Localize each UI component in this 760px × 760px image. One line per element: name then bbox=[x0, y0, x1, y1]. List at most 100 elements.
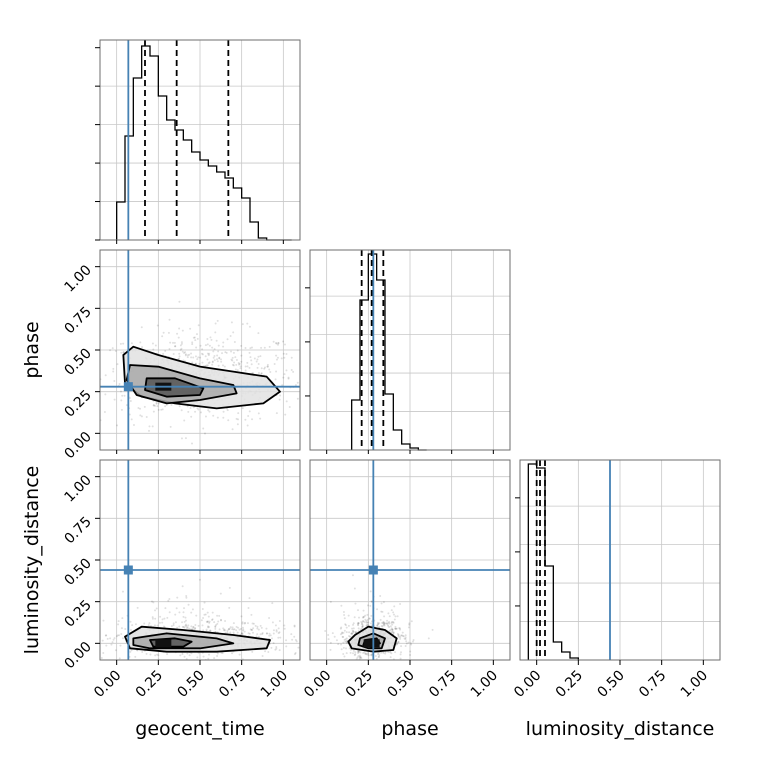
scatter-point bbox=[194, 627, 197, 630]
scatter-point bbox=[120, 661, 122, 663]
scatter-point bbox=[408, 623, 411, 626]
scatter-point bbox=[139, 414, 142, 417]
scatter-point bbox=[389, 625, 392, 628]
scatter-point bbox=[410, 620, 413, 623]
scatter-point bbox=[212, 350, 215, 353]
scatter-point bbox=[216, 358, 219, 361]
gridlines bbox=[100, 40, 720, 660]
scatter-point bbox=[380, 625, 383, 628]
scatter-point bbox=[211, 618, 214, 621]
scatter-point bbox=[260, 367, 263, 370]
scatter-point bbox=[387, 622, 390, 625]
scatter-point bbox=[150, 600, 153, 603]
scatter-point bbox=[285, 352, 288, 355]
scatter-point bbox=[354, 602, 357, 605]
scatter-point bbox=[183, 655, 186, 658]
scatter-point bbox=[382, 621, 385, 624]
scatter-point bbox=[145, 652, 148, 655]
data-layer bbox=[96, 40, 611, 672]
scatter-point bbox=[278, 398, 281, 401]
scatter-point bbox=[354, 670, 356, 672]
scatter-point bbox=[196, 337, 199, 340]
scatter-point bbox=[363, 615, 366, 618]
scatter-point bbox=[102, 619, 105, 622]
scatter-point bbox=[192, 626, 195, 629]
scatter-point bbox=[405, 642, 408, 645]
scatter-point bbox=[347, 624, 350, 627]
scatter-point bbox=[268, 632, 271, 635]
scatter-point bbox=[379, 618, 382, 621]
scatter-point bbox=[121, 637, 124, 640]
scatter-point bbox=[356, 656, 359, 659]
scatter-point bbox=[134, 623, 137, 626]
scatter-point bbox=[220, 618, 223, 621]
scatter-point bbox=[203, 601, 206, 604]
scatter-point bbox=[137, 406, 140, 409]
scatter-point bbox=[370, 614, 373, 617]
scatter-point bbox=[110, 643, 113, 646]
scatter-point bbox=[352, 630, 355, 633]
scatter-point bbox=[389, 651, 392, 654]
scatter-point bbox=[217, 350, 220, 353]
scatter-point bbox=[275, 629, 278, 632]
scatter-point bbox=[196, 656, 199, 659]
scatter-point bbox=[342, 652, 345, 655]
x-tick-label: 0.50 bbox=[384, 668, 417, 701]
scatter-point bbox=[201, 361, 204, 364]
scatter-point bbox=[218, 614, 221, 617]
scatter-point bbox=[236, 631, 239, 634]
contour-panel-geocent-time-vs-luminosity-distance bbox=[96, 460, 300, 664]
scatter-point bbox=[275, 358, 278, 361]
scatter-point bbox=[228, 606, 231, 609]
scatter-point bbox=[185, 595, 188, 598]
scatter-point bbox=[293, 653, 296, 656]
scatter-point bbox=[296, 397, 299, 400]
scatter-point bbox=[341, 631, 344, 634]
scatter-point bbox=[194, 410, 197, 413]
scatter-point bbox=[233, 628, 236, 631]
scatter-point bbox=[114, 649, 117, 652]
scatter-point bbox=[358, 656, 361, 659]
scatter-point bbox=[260, 372, 263, 375]
scatter-point bbox=[244, 369, 247, 372]
scatter-point bbox=[390, 630, 393, 633]
scatter-point bbox=[255, 635, 258, 638]
scatter-point bbox=[351, 627, 354, 630]
scatter-point bbox=[218, 357, 221, 360]
scatter-point bbox=[240, 354, 243, 357]
scatter-point bbox=[197, 356, 200, 359]
scatter-point bbox=[96, 654, 98, 656]
scatter-point bbox=[224, 351, 227, 354]
scatter-point bbox=[343, 613, 346, 616]
scatter-point bbox=[392, 613, 395, 616]
scatter-point bbox=[191, 608, 194, 611]
scatter-point bbox=[366, 661, 368, 663]
scatter-point bbox=[282, 340, 285, 343]
scatter-point bbox=[270, 646, 273, 649]
scatter-point bbox=[103, 411, 106, 414]
scatter-point bbox=[97, 378, 99, 380]
scatter-point bbox=[353, 654, 356, 657]
scatter-point bbox=[290, 633, 293, 636]
scatter-point bbox=[143, 622, 146, 625]
scatter-point bbox=[246, 361, 249, 364]
scatter-point bbox=[344, 638, 347, 641]
scatter-point bbox=[231, 626, 234, 629]
scatter-point bbox=[340, 626, 343, 629]
scatter-point bbox=[175, 607, 178, 610]
scatter-point bbox=[163, 617, 166, 620]
scatter-point bbox=[155, 401, 158, 404]
scatter-point bbox=[184, 354, 187, 357]
scatter-point bbox=[193, 336, 196, 339]
scatter-point bbox=[391, 620, 394, 623]
truth-marker bbox=[368, 565, 378, 575]
scatter-point bbox=[368, 617, 371, 620]
scatter-point bbox=[275, 341, 278, 344]
scatter-point bbox=[344, 623, 347, 626]
scatter-point bbox=[249, 662, 251, 664]
scatter-point bbox=[408, 622, 411, 625]
scatter-point bbox=[276, 343, 279, 346]
scatter-point bbox=[118, 657, 121, 660]
scatter-point bbox=[237, 626, 240, 629]
scatter-point bbox=[248, 410, 251, 413]
